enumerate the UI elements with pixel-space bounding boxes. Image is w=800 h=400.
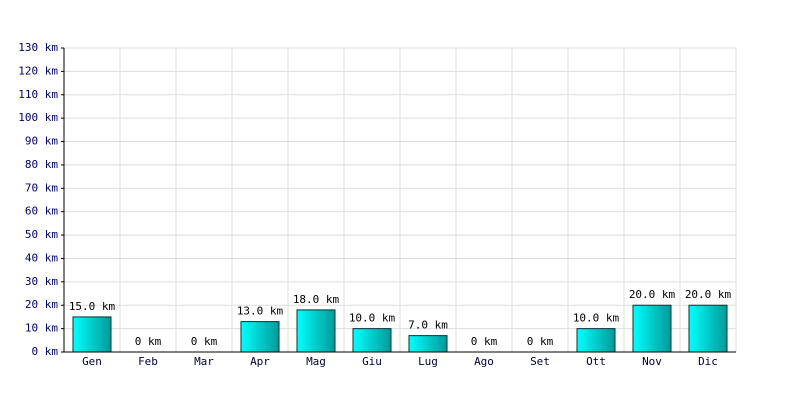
y-tick-label: 70 km bbox=[25, 181, 58, 194]
value-label: 20.0 km bbox=[685, 288, 732, 301]
y-tick-label: 40 km bbox=[25, 251, 58, 264]
y-tick-label: 20 km bbox=[25, 298, 58, 311]
value-label: 7.0 km bbox=[408, 319, 448, 332]
bar bbox=[408, 335, 448, 353]
y-tick-label: 10 km bbox=[25, 322, 58, 335]
bar bbox=[576, 328, 616, 353]
y-tick-label: 100 km bbox=[18, 111, 58, 124]
x-tick-label: Giu bbox=[362, 355, 382, 368]
bar bbox=[240, 321, 280, 353]
value-label: 0 km bbox=[191, 335, 218, 348]
value-label: 10.0 km bbox=[573, 312, 620, 325]
y-tick-label: 110 km bbox=[18, 88, 58, 101]
value-label: 0 km bbox=[135, 335, 162, 348]
y-tick-label: 80 km bbox=[25, 158, 58, 171]
x-tick-label: Apr bbox=[250, 355, 270, 368]
y-tick-label: 30 km bbox=[25, 275, 58, 288]
bar bbox=[72, 316, 112, 353]
value-label: 13.0 km bbox=[237, 305, 284, 318]
y-tick-label: 120 km bbox=[18, 64, 58, 77]
bar bbox=[688, 304, 728, 353]
value-label: 0 km bbox=[471, 335, 498, 348]
bar bbox=[296, 309, 336, 353]
x-tick-label: Lug bbox=[418, 355, 438, 368]
value-label: 18.0 km bbox=[293, 293, 340, 306]
x-tick-label: Feb bbox=[138, 355, 158, 368]
value-label: 15.0 km bbox=[69, 300, 116, 313]
y-tick-label: 90 km bbox=[25, 135, 58, 148]
x-tick-label: Ago bbox=[474, 355, 494, 368]
value-label: 10.0 km bbox=[349, 312, 396, 325]
value-label: 20.0 km bbox=[629, 288, 676, 301]
x-tick-label: Mag bbox=[306, 355, 326, 368]
x-tick-label: Set bbox=[530, 355, 550, 368]
x-tick-label: Ott bbox=[586, 355, 606, 368]
x-tick-label: Nov bbox=[642, 355, 662, 368]
bar bbox=[352, 328, 392, 353]
y-tick-label: 0 km bbox=[32, 345, 59, 358]
x-tick-label: Dic bbox=[698, 355, 718, 368]
y-tick-label: 50 km bbox=[25, 228, 58, 241]
x-tick-label: Mar bbox=[194, 355, 214, 368]
x-tick-label: Gen bbox=[82, 355, 102, 368]
y-tick-label: 130 km bbox=[18, 41, 58, 54]
value-label: 0 km bbox=[527, 335, 554, 348]
bar bbox=[632, 304, 672, 353]
y-tick-label: 60 km bbox=[25, 205, 58, 218]
